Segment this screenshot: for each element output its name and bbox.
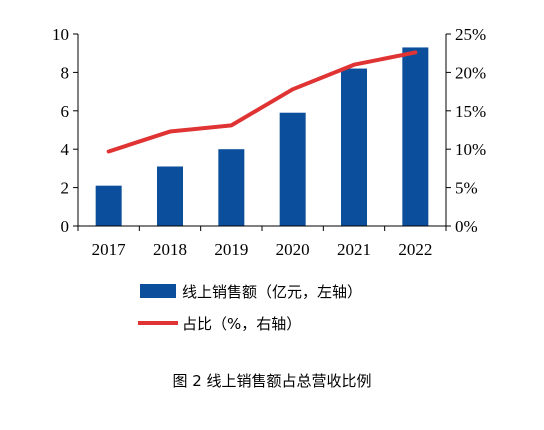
- x-tick-label: 2018: [153, 240, 187, 259]
- legend-bar-label: 线上销售额（亿元，左轴）: [182, 283, 362, 301]
- figure-caption: 图 2 线上销售额占总营收比例: [172, 372, 372, 390]
- left-tick-label: 4: [61, 140, 70, 159]
- bar-2020: [279, 112, 306, 226]
- right-axis-ticks: 0% 5% 10% 15% 20% 25%: [446, 25, 486, 236]
- x-axis-ticks: 2017 2018 2019 2020 2021 2022: [77, 226, 447, 259]
- axes: [77, 34, 447, 227]
- right-tick-label: 20%: [455, 63, 486, 82]
- right-tick-label: 5%: [455, 179, 478, 198]
- left-tick-label: 8: [61, 63, 70, 82]
- bar-series: [95, 47, 429, 226]
- x-tick-label: 2019: [214, 240, 248, 259]
- right-tick-label: 0%: [455, 217, 478, 236]
- left-tick-label: 6: [61, 102, 70, 121]
- bar-2021: [341, 68, 367, 226]
- left-axis-ticks: 0 2 4 6 8 10: [52, 25, 78, 236]
- right-tick-label: 15%: [455, 102, 486, 121]
- left-tick-label: 10: [52, 25, 69, 44]
- share-line: [106, 50, 418, 154]
- bar-2019: [218, 149, 245, 226]
- chart: 0 2 4 6 8 10 0% 5% 10% 15% 20% 25% 2017 2018 2019 202…: [52, 25, 486, 333]
- left-tick-label: 2: [61, 179, 70, 198]
- bar-2022: [402, 47, 429, 226]
- bar-2018: [157, 166, 183, 226]
- legend: 线上销售额（亿元，左轴） 占比（%，右轴）: [138, 283, 362, 333]
- x-tick-label: 2020: [276, 240, 310, 259]
- x-tick-label: 2022: [398, 240, 432, 259]
- line-series: [106, 50, 418, 154]
- legend-line-label: 占比（%，右轴）: [182, 315, 301, 333]
- legend-bar-swatch: [140, 284, 176, 298]
- x-tick-label: 2017: [92, 240, 127, 259]
- bar-2017: [95, 185, 122, 226]
- right-tick-label: 25%: [455, 25, 486, 44]
- x-tick-label: 2021: [337, 240, 371, 259]
- right-tick-label: 10%: [455, 140, 486, 159]
- left-tick-label: 0: [61, 217, 70, 236]
